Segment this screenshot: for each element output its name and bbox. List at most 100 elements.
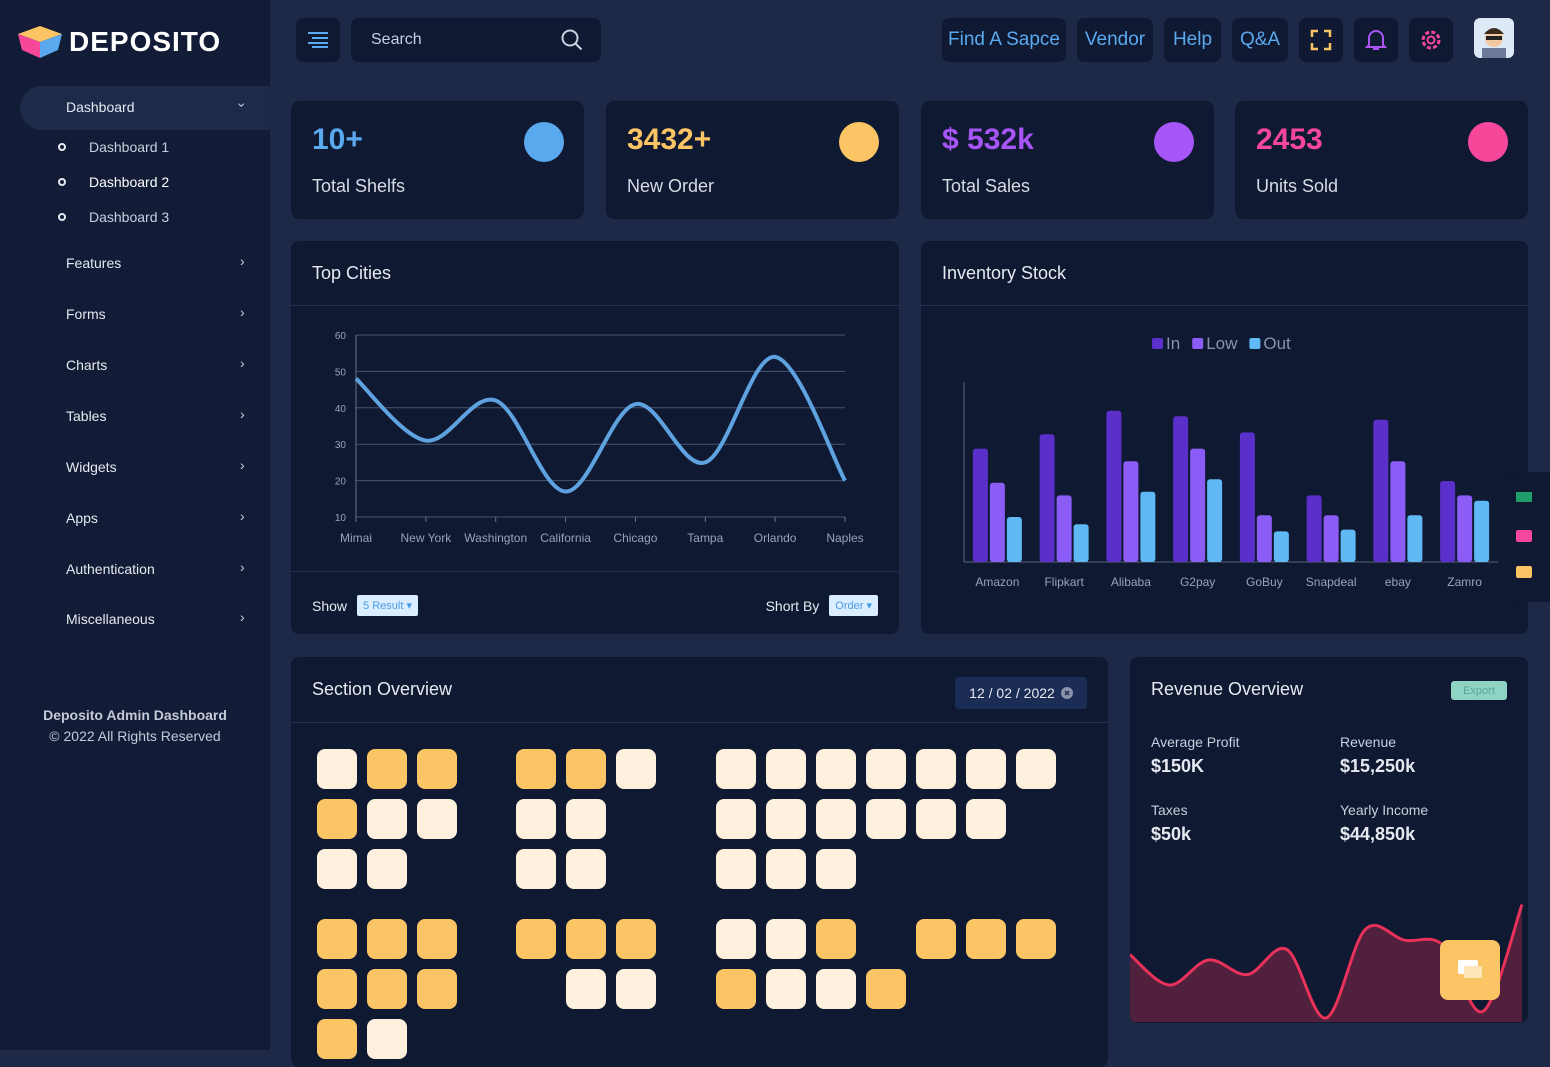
seat[interactable] <box>766 799 806 839</box>
seat[interactable] <box>367 799 407 839</box>
seat[interactable] <box>616 969 656 1009</box>
export-button[interactable]: Export <box>1451 681 1507 700</box>
icon <box>1060 687 1073 699</box>
seat[interactable] <box>716 849 756 889</box>
settings[interactable] <box>1409 18 1453 62</box>
seat[interactable] <box>367 849 407 889</box>
seat[interactable] <box>816 749 856 789</box>
seat[interactable] <box>716 749 756 789</box>
nav-link[interactable]: Q&A <box>1232 18 1288 62</box>
menu-toggle[interactable] <box>296 18 340 62</box>
seat[interactable] <box>966 749 1006 789</box>
metric-label: Taxes <box>1151 802 1188 818</box>
seat[interactable] <box>317 969 357 1009</box>
stat-icon <box>1154 122 1194 162</box>
seat[interactable] <box>516 799 556 839</box>
menu-item[interactable]: Widgets <box>66 459 117 475</box>
seat[interactable] <box>916 749 956 789</box>
submenu-item[interactable]: Dashboard 2 <box>89 174 170 190</box>
fullscreen[interactable] <box>1299 18 1343 62</box>
seat[interactable] <box>566 969 606 1009</box>
menu-item[interactable]: Apps <box>66 510 98 526</box>
search[interactable]: Search <box>351 18 601 62</box>
submenu-item[interactable]: Dashboard 3 <box>89 209 170 225</box>
stat-icon <box>1468 122 1508 162</box>
seat[interactable] <box>766 849 806 889</box>
y-tick-label: 50 <box>335 367 347 378</box>
seat[interactable] <box>716 919 756 959</box>
seat[interactable] <box>766 969 806 1009</box>
seat[interactable] <box>716 799 756 839</box>
select[interactable]: Order ▾ <box>829 595 878 616</box>
bar <box>1407 515 1423 562</box>
stat-label: Total Shelfs <box>312 176 406 196</box>
seat[interactable] <box>816 919 856 959</box>
seat[interactable] <box>516 749 556 789</box>
seat[interactable] <box>417 969 457 1009</box>
menu-item[interactable]: Forms <box>66 306 106 322</box>
seat[interactable] <box>766 919 806 959</box>
seat[interactable] <box>566 799 606 839</box>
seat[interactable] <box>616 749 656 789</box>
seat[interactable] <box>916 799 956 839</box>
seat[interactable] <box>816 969 856 1009</box>
seat[interactable] <box>916 919 956 959</box>
bar <box>1173 416 1189 562</box>
seat[interactable] <box>367 919 407 959</box>
seat[interactable] <box>516 849 556 889</box>
menu-item[interactable]: Authentication <box>66 561 155 577</box>
seat[interactable] <box>317 749 357 789</box>
menu-item[interactable]: Miscellaneous <box>66 611 155 627</box>
menu-item[interactable]: Features <box>66 255 122 271</box>
seat[interactable] <box>1016 749 1056 789</box>
seat[interactable] <box>417 919 457 959</box>
seat[interactable] <box>516 919 556 959</box>
seat[interactable] <box>866 799 906 839</box>
legend-label: Low <box>1206 334 1238 353</box>
nav-link[interactable]: Find A Sapce <box>942 18 1066 62</box>
seat[interactable] <box>566 749 606 789</box>
side-tab[interactable] <box>1510 472 1550 602</box>
menu-item[interactable]: Dashboard <box>66 99 135 115</box>
seat[interactable] <box>417 799 457 839</box>
seat[interactable] <box>816 799 856 839</box>
seat[interactable] <box>566 849 606 889</box>
chat-button[interactable] <box>1440 940 1500 1000</box>
avatar[interactable] <box>1474 18 1514 58</box>
bar <box>972 448 988 562</box>
seat[interactable] <box>1016 919 1056 959</box>
select[interactable]: 5 Result ▾ <box>357 595 418 616</box>
notifications[interactable] <box>1354 18 1398 62</box>
stat-card: 3432+ New Order <box>606 101 899 219</box>
seat[interactable] <box>317 849 357 889</box>
legend-swatch <box>1192 338 1204 349</box>
seat[interactable] <box>966 919 1006 959</box>
seat[interactable] <box>966 799 1006 839</box>
seat[interactable] <box>317 799 357 839</box>
submenu-item[interactable]: Dashboard 1 <box>89 139 170 155</box>
seat[interactable] <box>866 969 906 1009</box>
seat[interactable] <box>766 749 806 789</box>
active-item[interactable] <box>20 86 270 130</box>
seat[interactable] <box>566 919 606 959</box>
seat[interactable] <box>866 749 906 789</box>
nav-link[interactable]: Help <box>1164 18 1221 62</box>
submenu-dot <box>58 213 66 221</box>
seat[interactable] <box>367 749 407 789</box>
stat-card: $ 532k Total Sales <box>921 101 1214 219</box>
stat-icon <box>524 122 564 162</box>
date-picker[interactable]: 12 / 02 / 2022 <box>955 677 1087 709</box>
seat[interactable] <box>417 749 457 789</box>
chevron: › <box>240 253 245 269</box>
nav-link[interactable]: Vendor <box>1077 18 1153 62</box>
seat[interactable] <box>716 969 756 1009</box>
seat[interactable] <box>367 1019 407 1059</box>
seat[interactable] <box>816 849 856 889</box>
menu-item[interactable]: Charts <box>66 357 108 373</box>
seat[interactable] <box>367 969 407 1009</box>
seat[interactable] <box>317 919 357 959</box>
icon <box>1482 28 1506 58</box>
seat[interactable] <box>317 1019 357 1059</box>
menu-item[interactable]: Tables <box>66 408 107 424</box>
seat[interactable] <box>616 919 656 959</box>
